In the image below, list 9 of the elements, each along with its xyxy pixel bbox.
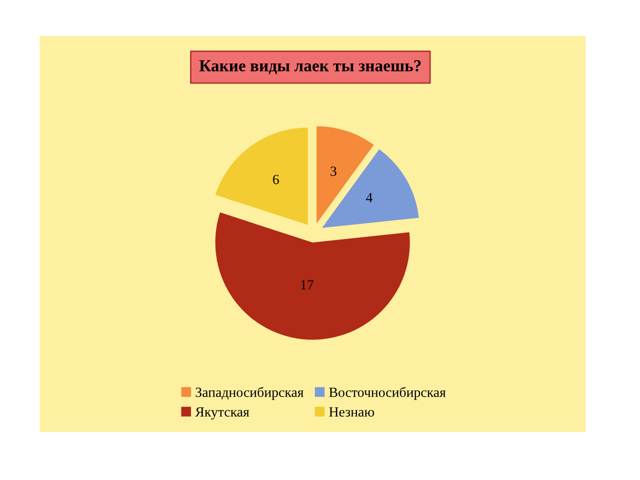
- data-label: 6: [272, 174, 279, 184]
- data-label: 4: [366, 192, 372, 202]
- legend-label: Восточносибирская: [329, 386, 446, 400]
- legend-label: Незнаю: [329, 407, 374, 417]
- chart-title: Какие виды лаек ты знаешь?: [199, 60, 421, 74]
- data-label: 3: [330, 166, 336, 176]
- data-label: 17: [301, 280, 314, 290]
- legend-label: Западносибирская: [196, 386, 304, 400]
- legend-label: Якутская: [195, 407, 250, 420]
